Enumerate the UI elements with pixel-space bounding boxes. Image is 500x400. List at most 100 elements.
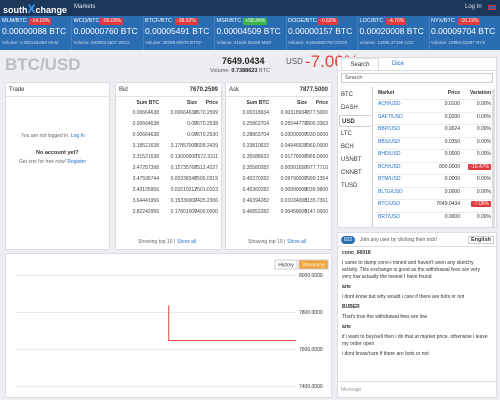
column-header: Sum BTC <box>246 100 270 106</box>
market-variation: -7.06% <box>471 201 491 207</box>
logo-right: change <box>35 5 68 15</box>
order-cell: 3.82242956 <box>132 209 159 215</box>
market-name[interactable]: BHD/USD <box>378 151 401 157</box>
ticker-change: -4.70% <box>386 17 407 25</box>
order-cell: 7501.0103 <box>194 187 218 193</box>
login-link[interactable]: Log In <box>70 133 85 139</box>
ticker-bar: MLM/BTC -14.16% 0.00000088 BTC Volume: 3.49… <box>0 16 500 50</box>
logo[interactable]: southXchange <box>3 2 67 16</box>
order-cell: 0.09790000 <box>280 176 307 182</box>
ticker[interactable]: NYX/BTC -16.19% 0.00009704 BTC Volume: 1096… <box>431 16 500 50</box>
market-name[interactable]: BRT/USD <box>378 213 400 220</box>
currency-tab[interactable]: BCH <box>341 144 354 150</box>
nav-markets[interactable]: Markets <box>74 4 96 10</box>
tab[interactable]: Search <box>341 58 379 70</box>
order-cell: 7999.1354 <box>304 176 328 182</box>
get-one: Get one for free now! Register <box>19 159 86 165</box>
show-all-link[interactable]: Show all <box>287 239 307 245</box>
login-link[interactable]: Log In <box>465 4 482 10</box>
chart-button-label[interactable]: History <box>278 262 294 268</box>
y-tick-label: 7400.0000 <box>299 384 323 390</box>
market-variation: 0.00% <box>476 101 491 107</box>
order-cell: 7930.0000 <box>304 132 328 138</box>
ticker-volume: Volume: 39299.68978 BTCF <box>145 40 202 45</box>
ticker[interactable]: DOGE/BTC -0.63% 0.00000157 BTC Volume: 3.60… <box>288 16 358 50</box>
chart-button[interactable] <box>298 259 329 270</box>
row-line <box>374 149 492 150</box>
ticker[interactable]: LOC/BTC -4.70% 0.00020008 BTC Volume: 13386… <box>360 16 430 50</box>
trade-panel: Trade You are not logged in. Log In No a… <box>5 82 110 250</box>
market-name[interactable]: BTM/USD <box>378 176 401 182</box>
chat-user[interactable]: cono_66918 <box>342 250 371 256</box>
ticker[interactable]: WCO/BTC -50.00% 0.00000760 BTC Volume: 5839… <box>74 16 144 50</box>
ticker-price: 0.00000157 BTC <box>288 26 353 36</box>
currency-tab[interactable]: CNNBT <box>341 170 362 176</box>
ticker-change: -14.16% <box>28 17 52 25</box>
chart-panel: History Streaming 8000.0000 7800.0000 7600.0… <box>5 253 332 398</box>
currency-tab[interactable]: LTC <box>341 131 352 137</box>
price-line <box>168 305 296 342</box>
row-line <box>374 161 492 163</box>
market-name[interactable]: BTC/USD <box>378 201 400 207</box>
search-input[interactable]: Search <box>341 73 493 83</box>
order-cell: 8135.7361 <box>304 198 328 204</box>
chat-user[interactable]: arie <box>342 324 351 330</box>
currency-tab[interactable]: TUSD <box>341 183 358 189</box>
market-price: 0.0000 <box>444 151 460 157</box>
row-line <box>374 124 492 125</box>
market-price: 800.0000 <box>439 163 460 170</box>
footer-text: Showing top 10 | <box>138 239 176 245</box>
market-name[interactable]: BBP/USD <box>378 126 400 132</box>
ticker[interactable]: MSR/BTC +58.34% 0.00004509 BTC Volume: 4164… <box>217 16 287 50</box>
market-name[interactable]: BLTG/USD <box>378 188 403 195</box>
ticker[interactable]: BTCF/BTC -38.92% 0.00005491 BTC Volume: 392… <box>145 16 215 50</box>
market-name[interactable]: ACH/USD <box>378 101 401 107</box>
currency-tab[interactable]: BTC <box>341 92 353 98</box>
flag-icon[interactable] <box>488 5 496 10</box>
currency-tab[interactable]: USNBT <box>341 157 362 163</box>
order-cell: 3.64441956 <box>132 198 159 204</box>
ticker[interactable]: MLM/BTC -14.16% 0.00000088 BTC Volume: 3.49… <box>2 16 72 50</box>
chart-button-label[interactable]: Streaming <box>302 262 325 268</box>
market-variation: 0.00% <box>476 126 491 132</box>
chat-input[interactable]: Message <box>338 381 496 397</box>
currency-tab[interactable]: USD <box>339 115 371 127</box>
show-all-link[interactable]: Show all <box>177 239 197 245</box>
table-footer: Showing top 10 | Show all <box>248 239 306 245</box>
market-name[interactable]: BCH/USD <box>378 163 401 170</box>
volume-label: Volume: <box>210 68 230 74</box>
language-select[interactable]: English <box>468 236 494 244</box>
ticker-change: -16.19% <box>457 17 481 25</box>
register-link[interactable]: Register <box>67 159 86 165</box>
order-cell: 0.46394282 <box>242 198 269 204</box>
order-cell: 3.31521638 <box>132 154 159 160</box>
chat-user[interactable]: arie <box>342 284 351 290</box>
user-count: 822 <box>341 236 356 244</box>
order-cell: 7572.3311 <box>194 154 218 160</box>
currency-tab[interactable]: DASH <box>341 105 358 111</box>
order-cell: 0.00664638 <box>132 110 159 116</box>
tab[interactable]: Dice <box>391 61 404 67</box>
ticker-volume: Volume: 10964.62487 NYX <box>431 40 486 45</box>
order-cell: 8147.0000 <box>304 209 328 215</box>
order-cell: 3.47595744 <box>132 176 159 182</box>
chat-text: That's true the withdrawal fees are low <box>342 314 428 320</box>
order-cell: 0.15336000 <box>170 198 197 204</box>
market-name[interactable]: SAFT/USD <box>378 113 403 120</box>
scrollbar <box>492 89 495 227</box>
order-cell: 0.33810632 <box>242 143 269 149</box>
chart-button[interactable] <box>274 259 298 270</box>
ticker-price: 0.00005491 BTC <box>145 26 210 36</box>
market-name[interactable]: BBS/USD <box>378 138 400 145</box>
chat-user[interactable]: BUBER <box>342 304 360 310</box>
order-cell: 0.45370282 <box>242 176 269 182</box>
order-cell: 0.35580282 <box>242 165 269 171</box>
order-cell: 0.00338346 <box>170 176 197 182</box>
row-line <box>374 199 492 200</box>
column-header: Price <box>205 100 218 106</box>
order-cell: 0.17801000 <box>170 209 197 215</box>
ticker-pair: DOGE/BTC <box>288 18 317 24</box>
chat-text: if i want to buy/sell then i do that at … <box>342 334 488 347</box>
ticker-change: -38.92% <box>175 17 198 25</box>
